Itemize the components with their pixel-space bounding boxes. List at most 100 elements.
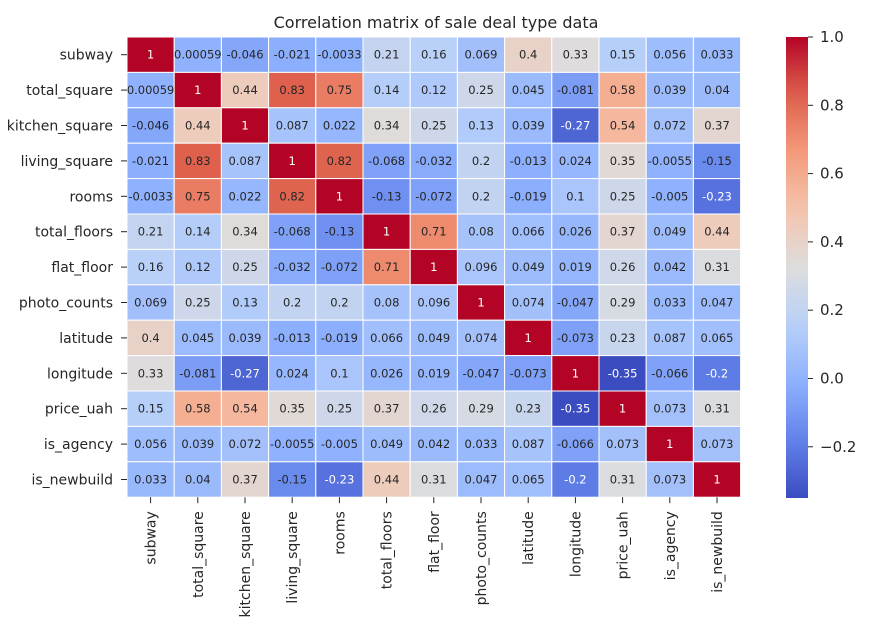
heatmap-cell-photo-counts-total-floors	[362, 284, 411, 321]
cell-value-label: 0.25	[327, 402, 353, 416]
heatmap-cell-flat-floor-latitude	[504, 248, 553, 286]
heatmap-cell-subway-total-square	[173, 36, 222, 73]
cell-value-label: 0.31	[421, 473, 447, 487]
heatmap-cell-longitude-is-agency	[645, 355, 694, 392]
colorbar: 1.0 0.8 0.6 0.4 0.2 0.0 −0.2	[786, 28, 856, 498]
heatmap-cell-total-floors-kitchen-square	[220, 213, 270, 250]
cell-value-label: 0.022	[229, 189, 262, 203]
heatmap-cell-total-square-total-floors	[362, 71, 411, 109]
heatmap-cell-flat-floor-kitchen-square	[220, 248, 270, 286]
heatmap-cell-is-newbuild-rooms	[315, 461, 364, 498]
cell-value-label: 0.25	[421, 119, 447, 133]
x-tick-label-living-square: living_square	[285, 511, 301, 603]
cell-value-label: -0.27	[561, 119, 591, 133]
heatmap-cell-latitude-is-agency	[645, 319, 694, 357]
heatmap-cell-rooms-latitude	[504, 178, 553, 215]
cell-value-label: 0.049	[370, 437, 403, 451]
cell-value-label: 0.096	[465, 260, 498, 274]
cell-value-label: 0.16	[421, 48, 447, 62]
cell-value-label: 0.073	[653, 402, 686, 416]
cell-value-label: 1	[147, 48, 154, 62]
cell-value-label: 0.23	[515, 402, 541, 416]
x-tick-label-price-uah: price_uah	[616, 511, 632, 579]
heatmap-cell-total-square-is-newbuild	[692, 71, 742, 109]
cell-value-label: 0.04	[704, 83, 730, 97]
cell-value-label: 0.073	[701, 437, 734, 451]
heatmap-cell-is-newbuild-photo-counts	[456, 461, 506, 498]
cell-value-label: 0.25	[468, 83, 494, 97]
heatmap-cell-total-square-photo-counts	[456, 71, 506, 109]
heatmap-cell-longitude-latitude	[504, 355, 553, 392]
cell-value-label: 0.066	[512, 225, 545, 239]
cell-value-label: 0.074	[512, 296, 545, 310]
heatmap-cell-longitude-price-uah	[598, 355, 647, 392]
heatmap-cell-is-newbuild-flat-floor	[409, 461, 458, 498]
heatmap-cell-is-newbuild-is-agency	[645, 461, 694, 498]
cell-value-label: 0.13	[232, 296, 258, 310]
cell-value-label: 0.54	[232, 402, 258, 416]
cell-value-label: -0.13	[372, 189, 402, 203]
heatmap-cell-total-floors-living-square	[268, 213, 317, 250]
cell-value-label: 0.29	[610, 296, 636, 310]
cell-value-label: 0.44	[704, 225, 730, 239]
cell-value-label: 0.2	[472, 189, 490, 203]
cell-value-label: -0.27	[230, 366, 260, 380]
heatmap-cell-photo-counts-is-agency	[645, 284, 694, 321]
colorbar-gradient	[786, 37, 808, 498]
cell-value-label: 0.045	[181, 331, 214, 345]
cell-value-label: 0.1	[566, 189, 584, 203]
cell-value-label: 0.069	[134, 296, 167, 310]
cell-value-label: -0.072	[415, 189, 452, 203]
colorbar-tick-label: 1.0	[820, 28, 844, 46]
y-tick-label-rooms: rooms	[69, 189, 113, 205]
cell-value-label: 0.34	[374, 119, 400, 133]
cell-value-label: 0.44	[185, 119, 211, 133]
cell-value-label: -0.032	[415, 154, 452, 168]
cell-value-label: 0.83	[279, 83, 305, 97]
cell-value-label: 0.12	[421, 83, 447, 97]
cell-value-label: -0.0033	[317, 48, 361, 62]
heatmap-cell-latitude-total-floors	[362, 319, 411, 357]
cell-value-label: 0.073	[606, 437, 639, 451]
cell-value-label: 0.2	[283, 296, 301, 310]
heatmap-cell-labels: 1 0.00059 -0.046 -0.021 -0.0033 0.21 0.16 0.069…	[127, 48, 734, 487]
heatmap-cell-longitude-total-square	[173, 355, 222, 392]
x-tick-label-total-square: total_square	[191, 511, 207, 598]
cell-value-label: 0.026	[559, 225, 592, 239]
heatmap-cell-is-newbuild-is-newbuild	[692, 461, 742, 498]
y-tick-label-total-square: total_square	[26, 83, 113, 99]
cell-value-label: 1	[336, 189, 343, 203]
cell-value-label: -0.068	[368, 154, 405, 168]
cell-value-label: 0.033	[134, 473, 167, 487]
cell-value-label: 0.37	[704, 119, 730, 133]
cell-value-label: 1	[383, 225, 390, 239]
cell-value-label: 0.087	[276, 119, 309, 133]
cell-value-label: 0.033	[465, 437, 498, 451]
colorbar-tick-label: 0.6	[820, 165, 844, 183]
heatmap-cell-rooms-flat-floor	[409, 178, 458, 215]
cell-value-label: 0.1	[330, 366, 348, 380]
cell-value-label: 0.042	[653, 260, 686, 274]
cell-value-label: 0.049	[417, 331, 450, 345]
heatmap-cell-total-square-subway	[126, 71, 175, 109]
cell-value-label: 0.039	[653, 83, 686, 97]
heatmap-cell-subway-total-floors	[362, 36, 411, 73]
heatmap-cell-latitude-subway	[126, 319, 175, 357]
cell-value-label: -0.013	[510, 154, 547, 168]
cell-value-label: -0.0033	[128, 189, 172, 203]
cell-value-label: 0.4	[519, 48, 537, 62]
heatmap-cell-living-square-subway	[126, 142, 175, 180]
heatmap-cell-living-square-is-newbuild	[692, 142, 742, 180]
heatmap-cell-is-agency-is-agency	[645, 425, 694, 463]
heatmap-cell-subway-is-agency	[645, 36, 694, 73]
cell-value-label: -0.021	[274, 48, 311, 62]
cell-value-label: -0.23	[325, 473, 355, 487]
cell-value-label: -0.066	[651, 366, 688, 380]
cell-value-label: -0.13	[325, 225, 355, 239]
cell-value-label: 0.073	[653, 473, 686, 487]
heatmap-cell-total-floors-longitude	[551, 213, 600, 250]
cell-value-label: 0.045	[512, 83, 545, 97]
cell-value-label: 0.049	[512, 260, 545, 274]
y-tick-label-kitchen-square: kitchen_square	[7, 119, 113, 135]
heatmap-cell-total-square-rooms	[315, 71, 364, 109]
